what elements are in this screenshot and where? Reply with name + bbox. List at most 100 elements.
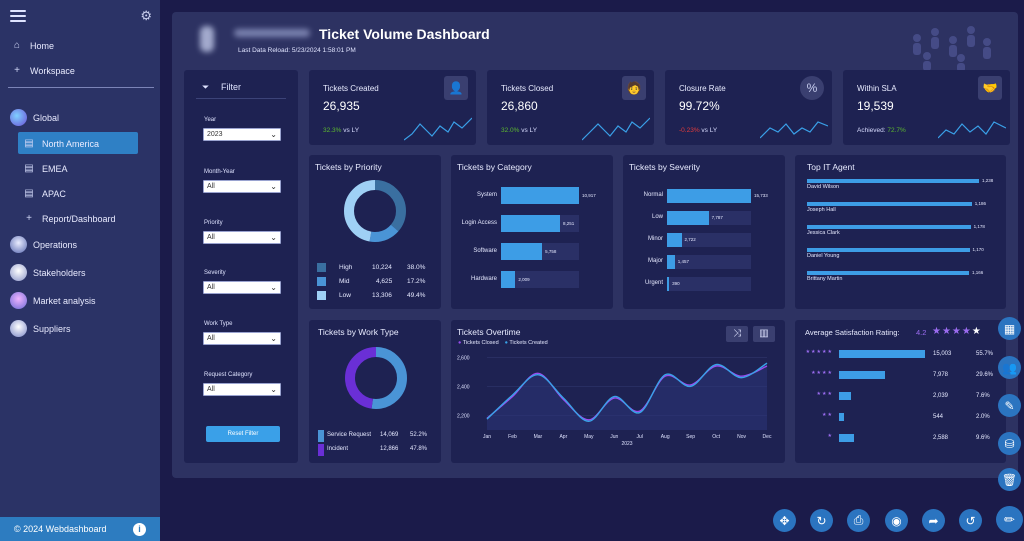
x-tick-label: Nov (737, 434, 746, 440)
switch-chart-icon[interactable]: ⤨ (726, 326, 748, 342)
info-icon[interactable]: i (133, 522, 146, 536)
panel-title: Tickets by Severity (629, 162, 701, 172)
eye-icon: ◉ (891, 513, 902, 528)
sidebar-item-market-analysis[interactable]: Market analysis (10, 292, 96, 309)
priority-count-low: 13,306 (372, 292, 392, 299)
plus-icon: + (14, 65, 20, 76)
edit-icon: ✏ (1004, 511, 1015, 527)
kpi-delta-line: 32.0% vs LY (501, 127, 537, 134)
star-rating-label: ★★★★★ (805, 349, 833, 355)
delete-button[interactable]: 🗑 (998, 468, 1021, 491)
filter-funnel-icon: ⏷ (202, 82, 210, 92)
worktype-label-incident: Incident (327, 446, 349, 452)
year-select[interactable]: 2023 ⌄ (203, 128, 281, 141)
panel-title: Tickets Overtime (457, 327, 521, 337)
x-tick-label: Sep (686, 434, 695, 440)
refresh-button[interactable]: ↻ (810, 509, 833, 532)
sidebar-item-label: Workspace (30, 65, 75, 76)
sidebar-item-workspace[interactable]: + Workspace (10, 65, 75, 76)
suppliers-icon (10, 320, 27, 337)
stakeholders-icon (10, 264, 27, 281)
print-button[interactable]: ⎙ (847, 509, 870, 532)
view-button[interactable]: ◉ (885, 509, 908, 532)
sidebar-divider (8, 87, 154, 88)
sidebar-item-north-america[interactable] (18, 132, 138, 154)
priority-pct-low: 49.4% (407, 292, 426, 299)
legend-swatch (317, 263, 326, 272)
priority-label-mid: Mid (339, 278, 350, 285)
panel-title: Top IT Agent (807, 162, 855, 172)
work-type-select[interactable]: All ⌄ (203, 332, 281, 345)
settings-gear-icon[interactable]: ⚙ (140, 8, 152, 23)
priority-count-high: 10,224 (372, 264, 392, 271)
filter-divider (196, 98, 286, 99)
sidebar-item-operations[interactable]: Operations (10, 236, 77, 253)
sidebar-header: ⚙ (0, 0, 160, 32)
document-edit-button[interactable]: ✎ (998, 394, 1021, 417)
sidebar-item-label: North America (42, 138, 100, 149)
handshake-icon: 🤝 (978, 76, 1002, 100)
bar-value: 5,758 (545, 248, 557, 254)
bar-track (667, 255, 751, 269)
severity-select-value: All (207, 284, 215, 291)
move-icon: ✥ (779, 513, 790, 528)
request-category-select[interactable]: All ⌄ (203, 383, 281, 396)
filter-label-request-category: Request Category (204, 372, 253, 378)
bar-value: 7,787 (711, 215, 723, 220)
star-rating-label: ★★ (822, 412, 833, 418)
users-button[interactable]: 👥 (998, 356, 1021, 379)
bar (667, 277, 670, 291)
bar-value: 1,166 (971, 270, 984, 275)
severity-select[interactable]: All ⌄ (203, 281, 281, 294)
worktype-donut (345, 347, 407, 409)
x-tick-label: Aug (661, 434, 670, 440)
page-title: Ticket Volume Dashboard (319, 26, 490, 42)
bar-pct: 2.0% (976, 414, 990, 420)
sidebar-item-label: Report/Dashboard (42, 213, 116, 224)
x-tick-label: Jul (637, 434, 643, 440)
reset-filter-button[interactable]: Reset Filter (206, 426, 280, 442)
kpi-title: Tickets Created (323, 84, 379, 93)
bar-chart-icon[interactable]: ▥ (753, 326, 775, 342)
bar-pct: 55.7% (976, 351, 994, 357)
chevron-down-icon: ⌄ (270, 130, 277, 139)
bar-value: 15,003 (933, 351, 952, 357)
document-edit-icon: ✎ (1004, 398, 1015, 413)
sidebar-item-emea[interactable]: ▤ EMEA (22, 163, 67, 174)
month-year-select-value: All (207, 183, 215, 190)
bar-label: Joseph Hall (807, 207, 836, 213)
kpi-prefix: Achieved: (857, 127, 886, 134)
share-button[interactable]: ➦ (922, 509, 945, 532)
bar (667, 233, 682, 247)
hamburger-menu-icon[interactable] (10, 10, 26, 22)
sidebar-item-north-america-content[interactable]: ▤ North America (22, 138, 99, 149)
sidebar-item-apac[interactable]: ▤ APAC (22, 188, 66, 199)
table-view-button[interactable]: ▦ (998, 317, 1021, 340)
bar-value: 2,588 (933, 435, 949, 441)
sidebar-item-report-dashboard[interactable]: + Report/Dashboard (22, 213, 116, 224)
worktype-label-service: Service Request (327, 432, 372, 438)
kpi-card-closure-rate: Closure Rate 99.72% -0.23% vs LY % (665, 70, 832, 145)
sidebar-item-suppliers[interactable]: Suppliers (10, 320, 71, 337)
kpi-sparkline (938, 121, 1006, 139)
kpi-delta: 32.3% (323, 127, 342, 134)
chevron-down-icon: ⌄ (270, 233, 277, 242)
legend-dot: ● (504, 340, 508, 346)
bar-label: Hardware (470, 275, 497, 282)
sidebar-item-stakeholders[interactable]: Stakeholders (10, 264, 86, 281)
sidebar-item-home[interactable]: ⌂ Home (10, 40, 54, 51)
bar-value: 10,917 (582, 192, 596, 198)
undo-button[interactable]: ↺ (959, 509, 982, 532)
kpi-value: 99.72% (679, 99, 720, 113)
worktype-count-service: 14,069 (380, 432, 399, 438)
rating-star-white: ★ (971, 326, 982, 337)
month-year-select[interactable]: All ⌄ (203, 180, 281, 193)
kpi-value: 19,539 (857, 99, 894, 113)
edit-button[interactable]: ✏ (996, 506, 1023, 533)
sidebar-item-global[interactable]: Global (10, 109, 59, 126)
move-button[interactable]: ✥ (773, 509, 796, 532)
legend-dot: ● (458, 340, 462, 346)
priority-select[interactable]: All ⌄ (203, 231, 281, 244)
bar-label: Login Access (461, 219, 497, 226)
database-button[interactable]: ⛁ (998, 432, 1021, 455)
